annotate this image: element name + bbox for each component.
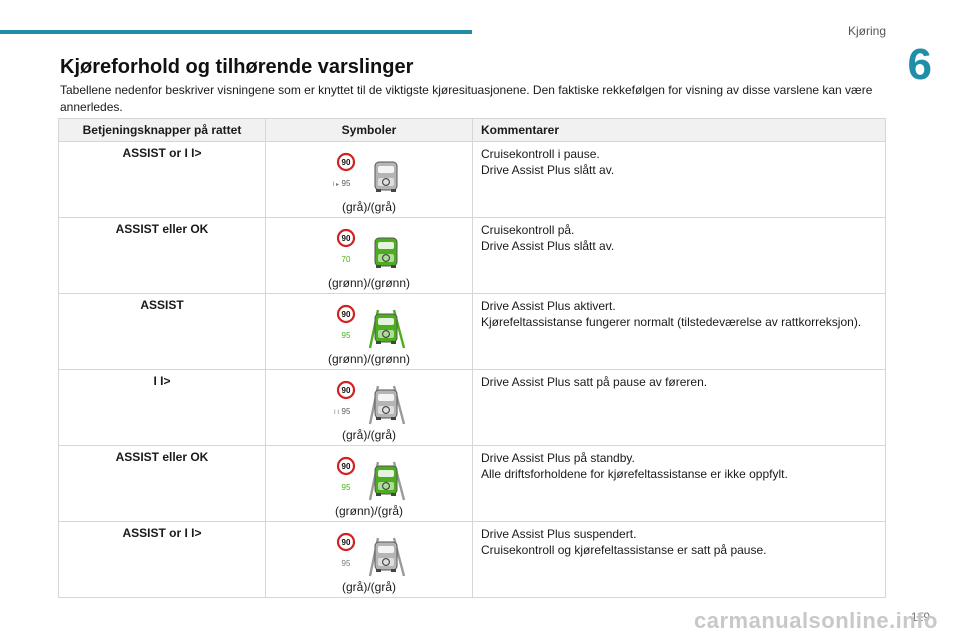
driving-aid-symbol-icon: 90 95 — [336, 532, 406, 577]
speed-limit-sign-icon — [336, 380, 356, 400]
comment-line: Cruisekontroll og kjørefeltassistanse er… — [481, 543, 767, 557]
table-row: ASSIST eller OK 90 95 (grønn)/(grå) Drive As… — [58, 445, 886, 522]
comments-cell: Drive Assist Plus satt på pause av fører… — [472, 369, 886, 446]
symbol-cell: 90 95 (grønn)/(grønn) — [265, 293, 473, 370]
speed-limit-sign-icon — [336, 304, 356, 324]
section-title: Kjøring — [847, 24, 886, 38]
symbol-color-caption: (grønn)/(grønn) — [327, 352, 410, 366]
comment-line: Drive Assist Plus aktivert. — [481, 299, 616, 313]
symbol-cell: 90 95 (grønn)/(grå) — [265, 445, 473, 522]
top-accent-bar — [0, 30, 472, 34]
steering-wheel-buttons: ASSIST eller OK — [58, 445, 266, 522]
symbol-cell: 90 I I 95 (grå)/(grå) — [265, 369, 473, 446]
driving-aid-symbol-icon: 90 I I 95 — [334, 380, 406, 425]
steering-wheel-buttons: ASSIST or I I> — [58, 521, 266, 598]
symbol-cell: 90 I I ▸95 (grå)/(grå) — [265, 141, 473, 218]
set-speed-value: 95 — [342, 483, 351, 492]
vehicle-icon — [374, 389, 398, 420]
warnings-table: Betjeningsknapper på rattet Symboler Kom… — [58, 118, 886, 598]
speed-limit-value: 90 — [342, 310, 351, 319]
symbol-color-caption: (grå)/(grå) — [341, 580, 396, 594]
speed-limit-sign-icon — [336, 456, 356, 476]
driving-aid-symbol-icon: 90 95 — [336, 456, 406, 501]
comments-cell: Drive Assist Plus suspendert. Cruisekontr… — [472, 521, 886, 598]
set-speed-value: 70 — [342, 255, 351, 264]
speed-limit-value: 90 — [342, 538, 351, 547]
speed-limit-sign-icon — [336, 532, 356, 552]
symbol-color-caption: (grå)/(grå) — [341, 428, 396, 442]
set-speed-value: 95 — [342, 559, 351, 568]
steering-wheel-buttons: ASSIST — [58, 293, 266, 370]
vehicle-icon — [374, 161, 398, 192]
intro-paragraph: Tabellene nedenfor beskriver visningene … — [60, 83, 873, 114]
watermark: carmanualsonline.info — [694, 608, 938, 633]
comment-line: Drive Assist Plus slått av. — [481, 239, 615, 253]
steering-wheel-buttons: ASSIST eller OK — [58, 217, 266, 294]
comment-line: Drive Assist Plus satt på pause av fører… — [481, 375, 708, 389]
driving-aid-symbol-icon: 90 I I ▸95 — [332, 152, 398, 192]
comment-line: Alle driftsforholdene for kjørefeltassis… — [481, 467, 788, 481]
set-speed-value: 95 — [342, 331, 351, 340]
steering-wheel-buttons: I I> — [58, 369, 266, 446]
set-speed-value: 95 — [342, 407, 351, 416]
table-body: ASSIST or I I>90I I ▸95(grå)/(grå)Cruise… — [58, 141, 886, 598]
set-speed-value: 95 — [342, 179, 351, 188]
header-comments: Kommentarer — [472, 118, 886, 142]
speed-limit-sign-icon — [336, 152, 356, 172]
page-title: Kjøreforhold og tilhørende varslinger — [60, 56, 414, 78]
symbol-color-caption: (grå)/(grå) — [341, 200, 396, 214]
table-row: ASSIST or I I> 90 I I ▸95 (grå)/(grå) Cruise… — [58, 141, 886, 218]
vehicle-icon — [374, 237, 398, 268]
speed-limit-value: 90 — [342, 158, 351, 167]
table-row: ASSIST 90 95 (grønn)/(grønn) Drive Assist Pl… — [58, 293, 886, 370]
comment-line: Kjørefeltassistanse fungerer normalt (ti… — [481, 315, 862, 329]
comments-cell: Cruisekontroll på. Drive Assist Plus slåt… — [472, 217, 886, 294]
comment-line: Drive Assist Plus på standby. — [481, 451, 635, 465]
table-row: ASSIST eller OK 90 70 (grønn)/(grønn) Cruise… — [58, 217, 886, 294]
comment-line: Drive Assist Plus slått av. — [481, 163, 615, 177]
symbol-cell: 90 95 (grå)/(grå) — [265, 521, 473, 598]
symbol-color-caption: (grønn)/(grønn) — [327, 276, 410, 290]
table-row: I I> 90 I I 95 (grå)/(grå) Drive Assist Plus … — [58, 369, 886, 446]
driving-aid-symbol-icon: 90 95 — [336, 304, 406, 349]
comments-cell: Drive Assist Plus på standby. Alle drifts… — [472, 445, 886, 522]
vehicle-icon — [374, 465, 398, 496]
speed-limit-sign-icon — [336, 228, 356, 248]
page-number: 119 — [910, 610, 930, 624]
chapter-number: 6 — [907, 40, 932, 89]
symbol-color-caption: (grønn)/(grå) — [334, 504, 403, 518]
vehicle-icon — [374, 313, 398, 344]
symbol-cell: 90 70 (grønn)/(grønn) — [265, 217, 473, 294]
comment-line: Cruisekontroll på. — [481, 223, 575, 237]
speed-limit-value: 90 — [342, 462, 351, 471]
header-symbols: Symboler — [265, 118, 473, 142]
comments-cell: Drive Assist Plus aktivert. Kjørefeltassi… — [472, 293, 886, 370]
steering-wheel-buttons: ASSIST or I I> — [58, 141, 266, 218]
speed-limit-value: 90 — [342, 386, 351, 395]
comment-line: Cruisekontroll i pause. — [481, 147, 600, 161]
header-buttons: Betjeningsknapper på rattet — [58, 118, 266, 142]
driving-aid-symbol-icon: 90 70 — [336, 228, 398, 268]
comment-line: Drive Assist Plus suspendert. — [481, 527, 637, 541]
speed-limit-value: 90 — [342, 234, 351, 243]
table-row: ASSIST or I I> 90 95 (grå)/(grå) Drive Assis… — [58, 521, 886, 598]
pause-indicator: I I — [334, 410, 339, 416]
table-header-row: Betjeningsknapper på rattet Symboler Kom… — [58, 118, 886, 142]
comments-cell: Cruisekontroll i pause. Drive Assist Plus… — [472, 141, 886, 218]
pause-indicator: I I ▸ — [332, 182, 339, 188]
vehicle-icon — [374, 541, 398, 572]
